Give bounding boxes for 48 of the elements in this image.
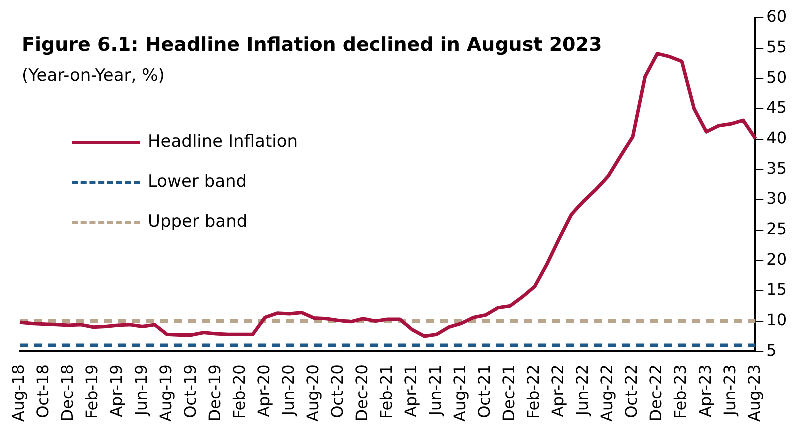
x-tick-label: Aug-22 [598, 364, 617, 422]
legend-label: Lower band [148, 172, 248, 192]
x-tick-label: Jun-23 [720, 364, 740, 417]
x-tick-label: Aug-20 [303, 364, 322, 422]
x-tick-label: Oct-19 [180, 364, 200, 418]
y-tick-label: 10 [766, 310, 787, 330]
x-tick-label: Feb-19 [82, 364, 102, 420]
x-tick-label: Feb-23 [671, 364, 690, 420]
text: (Year-on-Year, %) [22, 66, 165, 86]
x-tick-label: Dec-20 [352, 364, 372, 422]
y-tick-label: 25 [766, 219, 787, 238]
x-tick-label: Dec-22 [646, 364, 666, 422]
y-tick-label: 30 [766, 189, 787, 208]
x-tick-label: Jun-21 [426, 364, 446, 417]
y-tick-label: 35 [766, 158, 787, 178]
x-tick-label: Feb-20 [230, 364, 249, 420]
x-tick-label: Apr-19 [107, 364, 126, 418]
x-tick-label: Oct-22 [622, 364, 642, 418]
x-tick-label: Aug-23 [744, 364, 764, 422]
y-tick-label: 20 [766, 250, 787, 269]
text: Figure 6.1: Headline Inflation declined in August 2023 [22, 34, 602, 56]
x-tick-label: Aug-18 [9, 364, 28, 422]
x-tick-label: Feb-22 [524, 364, 544, 420]
y-tick-label: 15 [766, 280, 787, 300]
x-tick-label: Dec-21 [500, 364, 519, 422]
x-tick-label: Aug-21 [450, 364, 470, 422]
x-tick-label: Apr-20 [254, 364, 274, 418]
x-tick-label: Apr-23 [696, 364, 715, 418]
x-tick-label: Oct-18 [34, 364, 53, 418]
y-tick-label: 60 [766, 7, 787, 26]
y-tick-label: 5 [766, 340, 777, 360]
x-tick-label: Jun-19 [132, 364, 151, 417]
legend-label: Upper band [148, 212, 248, 232]
x-tick-label: Dec-19 [205, 364, 224, 422]
x-tick-label: Aug-19 [156, 364, 176, 422]
legend-label: Headline Inflation [148, 132, 298, 152]
x-tick-label: Apr-21 [402, 364, 420, 418]
y-tick-label: 50 [766, 68, 787, 87]
x-tick-label: Dec-18 [58, 364, 78, 422]
x-tick-label: Oct-20 [328, 364, 347, 418]
x-tick-label: Apr-22 [548, 364, 568, 418]
x-tick-label: Jun-22 [573, 364, 592, 417]
y-tick-label: 55 [766, 37, 787, 56]
x-tick-label: Jun-20 [278, 364, 298, 417]
y-tick-label: 45 [766, 98, 787, 118]
x-tick-label: Oct-21 [475, 364, 494, 418]
x-tick-label: Feb-21 [376, 364, 396, 420]
y-tick-label: 40 [766, 128, 787, 148]
